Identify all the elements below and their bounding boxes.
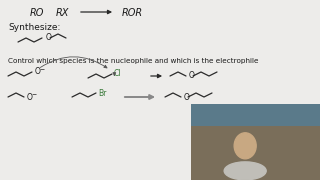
Ellipse shape [224,162,266,180]
Text: O: O [35,68,41,76]
Text: Br: Br [98,89,106,98]
Text: O: O [184,93,190,102]
Text: −: − [39,66,45,71]
Ellipse shape [234,133,256,159]
Text: Control which species is the nucleophile and which is the electrophile: Control which species is the nucleophile… [8,58,259,64]
Text: Synthesize:: Synthesize: [8,23,60,32]
Text: RO: RO [30,8,44,18]
Text: O: O [27,93,33,102]
Text: O: O [189,71,195,80]
Text: O: O [46,33,52,42]
Text: ROR: ROR [122,8,143,18]
Text: −: − [31,91,37,96]
Bar [191,104,320,126]
Text: Cl: Cl [114,69,122,78]
Text: RX: RX [56,8,69,18]
Bar [191,104,320,180]
